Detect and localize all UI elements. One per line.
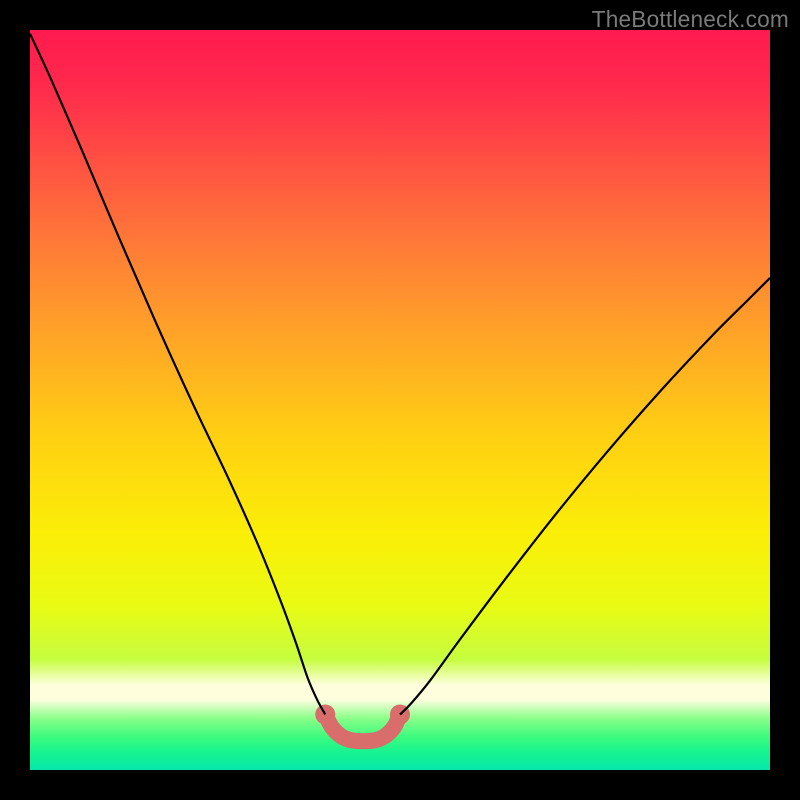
watermark-text: TheBottleneck.com	[592, 6, 789, 33]
bottleneck-chart	[30, 30, 770, 770]
chart-svg	[30, 30, 770, 770]
bottleneck-marker-dot	[388, 721, 401, 734]
chart-background	[30, 30, 770, 770]
bottleneck-marker-dot	[325, 721, 338, 734]
